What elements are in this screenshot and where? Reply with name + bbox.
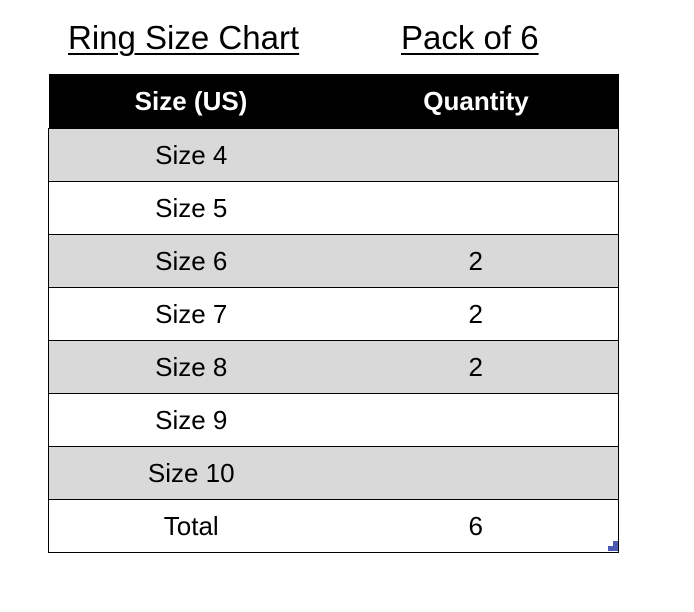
table-row: Size 5 — [48, 181, 619, 235]
quantity-cell[interactable]: 2 — [333, 287, 619, 341]
quantity-cell[interactable]: 2 — [333, 340, 619, 394]
size-cell[interactable]: Size 8 — [48, 340, 334, 394]
header-quantity[interactable]: Quantity — [333, 74, 619, 129]
size-cell[interactable]: Size 4 — [48, 128, 334, 182]
quantity-cell[interactable] — [333, 446, 619, 500]
total-label[interactable]: Total — [48, 499, 334, 553]
total-row: Total 6 — [48, 499, 619, 553]
size-cell[interactable]: Size 10 — [48, 446, 334, 500]
quantity-cell[interactable] — [333, 128, 619, 182]
size-cell[interactable]: Size 6 — [48, 234, 334, 288]
size-cell[interactable]: Size 9 — [48, 393, 334, 447]
total-quantity[interactable]: 6 — [333, 499, 619, 553]
resize-handle-icon[interactable] — [608, 541, 618, 551]
table-row: Size 10 — [48, 446, 619, 500]
header-row: Size (US) Quantity — [48, 74, 619, 129]
ring-size-chart-title: Ring Size Chart — [68, 19, 300, 56]
quantity-cell[interactable] — [333, 393, 619, 447]
quantity-cell[interactable]: 2 — [333, 234, 619, 288]
pack-title: Pack of 6 — [401, 19, 539, 56]
table-row: Size 9 — [48, 393, 619, 447]
quantity-cell[interactable] — [333, 181, 619, 235]
header-size[interactable]: Size (US) — [48, 74, 334, 129]
size-cell[interactable]: Size 7 — [48, 287, 334, 341]
table-row: Size 4 — [48, 128, 619, 182]
size-cell[interactable]: Size 5 — [48, 181, 334, 235]
